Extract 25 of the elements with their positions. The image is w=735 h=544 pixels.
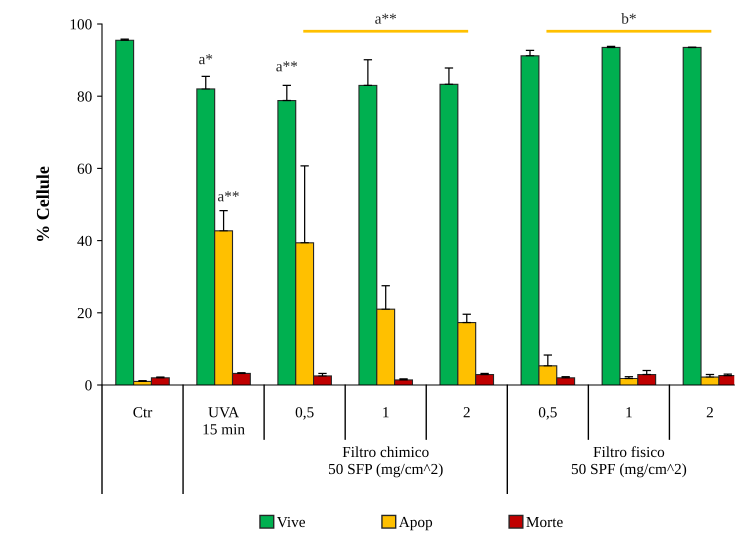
x-tick-label: Ctr — [133, 407, 152, 418]
x-tick-label: 0,5 — [538, 407, 557, 420]
y-tick-label: 60 — [78, 164, 92, 174]
y-tick-label: 20 — [78, 308, 92, 318]
y-tick-label: 80 — [78, 91, 92, 102]
text: a** — [375, 14, 396, 24]
x-tick-label: 2 — [464, 407, 470, 418]
legend-label: Morte — [526, 516, 563, 528]
legend-label: Apop — [398, 516, 432, 530]
x-tick-label: 0,5 — [296, 407, 314, 420]
x-tick-label: 1 — [626, 407, 632, 418]
annotation: a* — [199, 54, 212, 64]
y-tick-label: 40 — [77, 236, 92, 246]
x-tick-label: 1 — [383, 407, 389, 418]
y-axis-title: % Cellule — [36, 166, 50, 242]
text: Filtro chimico 50 SFP (mg/cm^2) — [328, 446, 443, 478]
y-tick-label: 100 — [70, 19, 92, 30]
text: Filtro fisico 50 SPF (mg/cm^2) — [572, 446, 686, 478]
x-tick-label: UVA 15 min — [204, 407, 245, 434]
x-tick-label: 2 — [706, 407, 713, 418]
y-tick-label: 0 — [85, 380, 92, 390]
text: b* — [621, 13, 636, 24]
legend-label: Vive — [276, 516, 306, 528]
annotation: a** — [218, 191, 239, 202]
annotation: a** — [276, 61, 298, 72]
